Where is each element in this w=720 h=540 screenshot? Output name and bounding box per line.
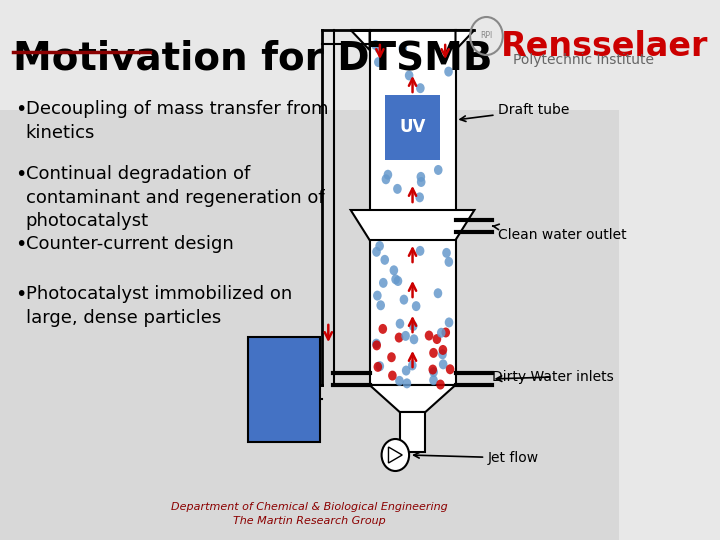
Polygon shape	[389, 447, 402, 463]
Circle shape	[415, 192, 424, 202]
Circle shape	[371, 40, 379, 50]
Text: Rensselaer: Rensselaer	[501, 30, 708, 63]
Circle shape	[372, 247, 381, 257]
Circle shape	[400, 295, 408, 305]
Circle shape	[416, 246, 424, 256]
Circle shape	[380, 255, 389, 265]
Circle shape	[445, 318, 454, 327]
Circle shape	[412, 301, 420, 311]
Circle shape	[425, 330, 433, 341]
Bar	[385, 95, 440, 160]
Circle shape	[373, 291, 382, 301]
Circle shape	[434, 165, 443, 175]
Circle shape	[410, 334, 418, 345]
Text: The Martin Research Group: The Martin Research Group	[233, 516, 386, 526]
Text: Decoupling of mass transfer from
kinetics: Decoupling of mass transfer from kinetic…	[26, 100, 328, 141]
Polygon shape	[369, 385, 456, 412]
Circle shape	[372, 340, 381, 350]
Circle shape	[382, 439, 409, 471]
Circle shape	[433, 334, 441, 344]
Circle shape	[436, 380, 445, 389]
Text: Photocatalyst immobilized on
large, dense particles: Photocatalyst immobilized on large, dens…	[26, 285, 292, 327]
Text: Motivation for DTSMB: Motivation for DTSMB	[13, 40, 492, 78]
Circle shape	[438, 349, 447, 359]
Circle shape	[401, 331, 410, 341]
Circle shape	[374, 43, 383, 53]
Text: Polytechnic Institute: Polytechnic Institute	[513, 53, 654, 67]
Bar	[369, 30, 456, 385]
Polygon shape	[351, 210, 474, 240]
Polygon shape	[456, 30, 474, 50]
Circle shape	[377, 300, 385, 310]
Circle shape	[390, 265, 398, 275]
Text: •: •	[15, 165, 27, 184]
Circle shape	[437, 328, 446, 338]
Circle shape	[396, 319, 404, 329]
Circle shape	[417, 172, 425, 182]
Bar	[400, 412, 426, 452]
Text: Department of Chemical & Biological Engineering: Department of Chemical & Biological Engi…	[171, 502, 448, 512]
Text: Continual degradation of
contaminant and regeneration of
photocatalyst: Continual degradation of contaminant and…	[26, 165, 325, 230]
Circle shape	[444, 66, 453, 77]
Circle shape	[444, 257, 453, 267]
Circle shape	[384, 170, 392, 180]
Circle shape	[433, 288, 442, 298]
Text: RPI: RPI	[480, 31, 492, 40]
Polygon shape	[351, 30, 369, 50]
Circle shape	[429, 348, 438, 358]
Circle shape	[417, 177, 426, 187]
Circle shape	[382, 174, 390, 184]
Text: Jet flow: Jet flow	[414, 451, 539, 465]
Circle shape	[408, 360, 417, 370]
Circle shape	[409, 321, 418, 331]
Circle shape	[441, 327, 450, 338]
Circle shape	[402, 366, 410, 375]
Text: •: •	[15, 100, 27, 119]
Circle shape	[405, 70, 413, 80]
Text: •: •	[15, 235, 27, 254]
Circle shape	[428, 364, 437, 375]
Circle shape	[376, 361, 384, 371]
Circle shape	[374, 362, 382, 372]
Text: Clean water outlet: Clean water outlet	[492, 224, 627, 242]
Text: UV: UV	[400, 118, 426, 137]
Circle shape	[379, 324, 387, 334]
Text: Draft tube: Draft tube	[460, 103, 570, 122]
Circle shape	[391, 274, 400, 284]
Circle shape	[442, 248, 451, 258]
Circle shape	[394, 276, 402, 286]
Circle shape	[399, 43, 407, 53]
Bar	[248, 337, 320, 442]
Circle shape	[375, 241, 384, 251]
Circle shape	[374, 57, 382, 67]
Circle shape	[379, 278, 387, 288]
Circle shape	[439, 359, 447, 369]
Circle shape	[429, 367, 438, 377]
Circle shape	[387, 352, 396, 362]
Text: •: •	[15, 285, 27, 304]
Circle shape	[438, 345, 447, 355]
Bar	[0, 0, 618, 110]
Circle shape	[402, 379, 411, 388]
Circle shape	[416, 83, 425, 93]
Circle shape	[393, 184, 402, 194]
Circle shape	[395, 333, 403, 342]
Circle shape	[372, 339, 381, 349]
Circle shape	[395, 376, 404, 386]
Circle shape	[446, 364, 454, 374]
Text: Dirty Water inlets: Dirty Water inlets	[492, 370, 613, 384]
Circle shape	[388, 370, 397, 381]
Text: Counter-current design: Counter-current design	[26, 235, 233, 253]
Circle shape	[429, 375, 438, 385]
